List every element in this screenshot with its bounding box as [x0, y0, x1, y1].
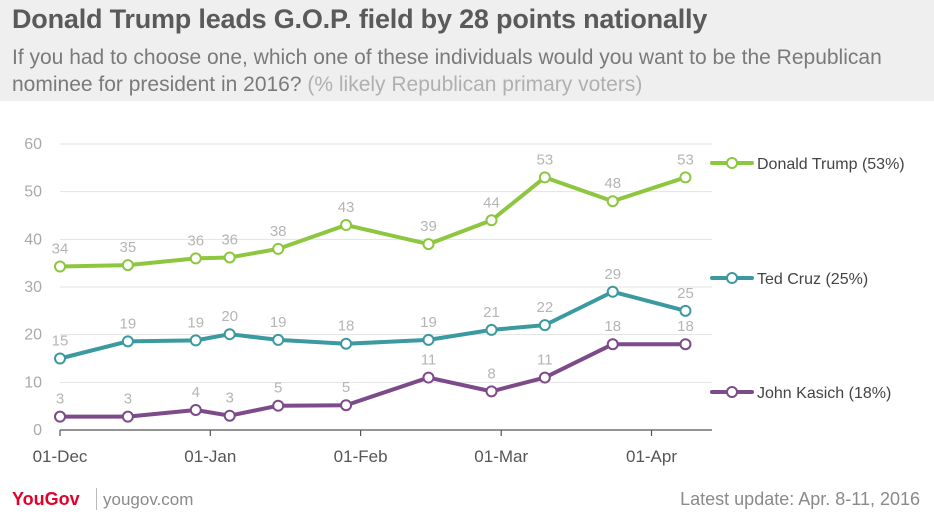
data-label: 22	[537, 299, 554, 316]
legend-swatch-marker	[726, 272, 738, 284]
subtitle-question: If you had to choose one, which one of t…	[12, 46, 882, 96]
data-label: 44	[483, 194, 500, 211]
data-label: 53	[677, 151, 694, 168]
data-point	[189, 252, 202, 265]
data-label: 53	[537, 151, 554, 168]
data-point	[340, 399, 353, 412]
y-tick-label: 0	[33, 422, 42, 439]
data-point	[485, 323, 498, 336]
data-point	[538, 371, 551, 384]
legend-label: Ted Cruz (25%)	[757, 271, 868, 288]
data-label: 18	[338, 318, 355, 335]
data-label: 36	[187, 232, 204, 249]
x-tick-label: 01-Mar	[474, 447, 528, 466]
yougov-logo: YouGov	[12, 489, 80, 509]
data-label: 19	[120, 315, 137, 332]
data-label: 25	[677, 285, 694, 302]
chart-subtitle: If you had to choose one, which one of t…	[12, 44, 912, 98]
x-tick-label: 01-Dec	[33, 447, 88, 466]
data-point	[272, 242, 285, 255]
legend-label: Donald Trump (53%)	[757, 156, 905, 173]
data-label: 3	[124, 391, 132, 408]
y-tick-label: 40	[24, 231, 42, 248]
data-label: 4	[192, 384, 200, 401]
data-point	[189, 403, 202, 416]
data-point	[422, 371, 435, 384]
data-point	[272, 333, 285, 346]
legend-swatch-marker	[726, 157, 738, 169]
data-point	[54, 260, 66, 273]
series-line	[58, 342, 688, 419]
data-point	[121, 410, 134, 423]
data-label: 43	[338, 199, 355, 216]
data-point	[121, 259, 134, 272]
x-tick-label: 01-Apr	[626, 447, 677, 466]
data-point	[340, 219, 353, 232]
data-point	[606, 195, 619, 208]
data-point	[679, 171, 692, 184]
data-point	[340, 337, 353, 350]
legend-swatch-marker	[726, 386, 738, 398]
data-label: 35	[120, 239, 137, 256]
footer-divider	[96, 488, 97, 510]
y-tick-label: 50	[24, 184, 42, 201]
data-point	[538, 171, 551, 184]
series-line	[58, 289, 688, 361]
header-band: Donald Trump leads G.O.P. field by 28 po…	[0, 0, 934, 101]
data-label: 19	[187, 314, 204, 331]
x-tick-label: 01-Jan	[184, 447, 236, 466]
series-line	[58, 175, 688, 269]
data-point	[422, 238, 435, 251]
latest-update: Latest update: Apr. 8-11, 2016	[680, 489, 920, 509]
data-point	[223, 328, 236, 341]
data-point	[272, 399, 285, 412]
data-point	[189, 334, 202, 347]
data-point	[485, 214, 498, 227]
data-point	[538, 319, 551, 332]
data-label: 18	[604, 318, 621, 335]
y-tick-label: 10	[24, 374, 42, 391]
data-label: 19	[270, 314, 287, 331]
data-point	[485, 385, 498, 398]
data-label: 11	[537, 352, 553, 369]
data-label: 21	[483, 304, 500, 321]
data-point	[54, 410, 66, 423]
data-label: 48	[604, 175, 621, 192]
legend-label: John Kasich (18%)	[757, 385, 891, 402]
data-point	[54, 352, 66, 365]
data-point	[223, 251, 236, 264]
y-tick-label: 30	[24, 279, 42, 296]
x-tick-label: 01-Feb	[334, 447, 388, 466]
data-label: 18	[677, 318, 694, 335]
data-label: 8	[487, 365, 495, 382]
data-label: 38	[270, 223, 287, 240]
data-label: 3	[56, 391, 64, 408]
data-label: 39	[420, 218, 437, 235]
data-point	[679, 304, 692, 317]
data-label: 20	[221, 308, 238, 325]
data-label: 19	[420, 314, 437, 331]
chart-title: Donald Trump leads G.O.P. field by 28 po…	[12, 4, 708, 34]
data-label: 3	[226, 390, 234, 407]
data-label: 15	[52, 333, 69, 350]
data-label: 36	[221, 231, 238, 248]
data-label: 34	[52, 241, 69, 258]
y-tick-label: 20	[24, 327, 42, 344]
data-label: 5	[274, 380, 282, 397]
data-point	[121, 335, 134, 348]
subtitle-note: (% likely Republican primary voters)	[307, 73, 643, 96]
data-point	[606, 338, 619, 351]
data-point	[679, 338, 692, 351]
data-point	[422, 333, 435, 346]
data-point	[606, 285, 619, 298]
y-tick-label: 60	[24, 136, 42, 153]
data-label: 29	[604, 266, 621, 283]
data-label: 11	[421, 352, 437, 369]
footer-site-link[interactable]: yougov.com	[103, 490, 194, 509]
data-label: 5	[342, 379, 350, 396]
data-point	[223, 409, 236, 422]
